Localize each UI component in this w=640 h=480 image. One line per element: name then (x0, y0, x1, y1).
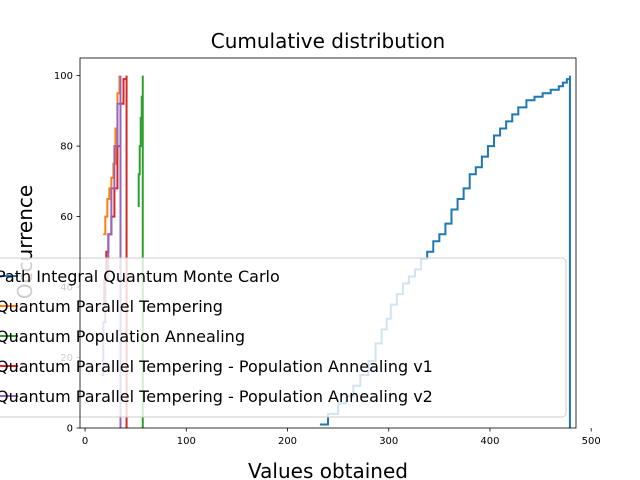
x-tick-label: 200 (278, 436, 297, 447)
x-tick-label: 300 (379, 436, 398, 447)
legend-label-1: Path Integral Quantum Monte Carlo (0, 267, 280, 286)
x-axis-ticks: 0 100 200 300 400 500 (82, 428, 601, 447)
x-tick-label: 400 (480, 436, 499, 447)
y-tick-label: 80 (60, 142, 73, 153)
legend-label-2: Quantum Parallel Tempering (0, 297, 223, 316)
legend-label-5: Quantum Parallel Tempering - Population … (0, 387, 433, 406)
legend-box (0, 257, 567, 418)
legend: Path Integral Quantum Monte Carlo Quantum… (0, 257, 567, 418)
series-line-3 (137, 75, 144, 428)
chart-title: Cumulative distribution (211, 29, 445, 53)
x-axis-label: Values obtained (248, 459, 408, 480)
y-tick-label: 60 (60, 212, 73, 223)
y-tick-label: 0 (67, 424, 73, 435)
y-tick-label: 100 (54, 71, 73, 82)
plot-frame (79, 57, 577, 429)
legend-label-4: Quantum Parallel Tempering - Population … (0, 357, 433, 376)
x-tick-label: 0 (82, 436, 88, 447)
x-tick-label: 500 (582, 436, 601, 447)
x-tick-label: 100 (177, 436, 196, 447)
legend-label-3: Quantum Population Annealing (0, 327, 245, 346)
